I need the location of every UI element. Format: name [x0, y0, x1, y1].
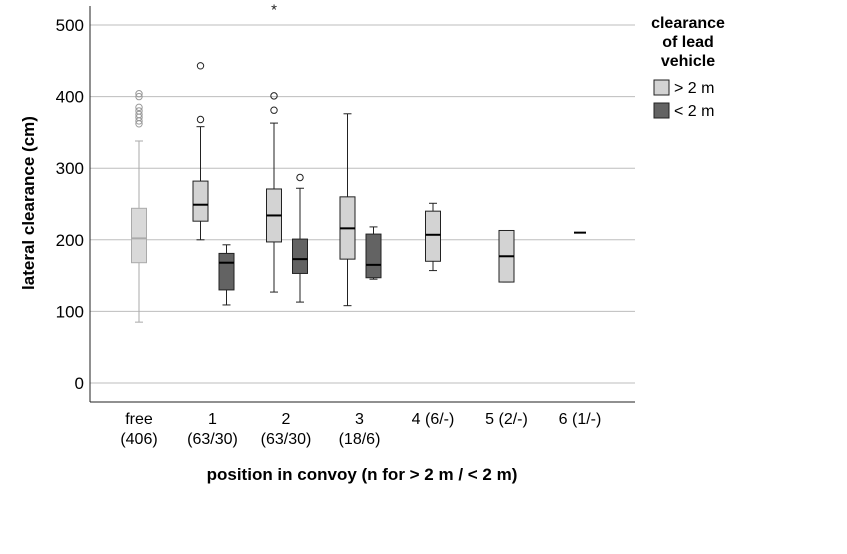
x-tick-label: 1 [208, 411, 217, 428]
extreme-point: * [271, 1, 277, 18]
x-tick-label: (63/30) [261, 431, 312, 448]
outlier-point [135, 90, 143, 98]
box-plot-2m-cat2 [292, 173, 308, 303]
box-plot-2m-cat3 [365, 226, 382, 280]
box-plot-2m-cat0 [131, 90, 147, 323]
box-iqr [365, 233, 382, 279]
legend-title: clearance [651, 15, 725, 32]
y-tick-label: 400 [56, 88, 84, 107]
legend-label: > 2 m [674, 80, 714, 97]
box-plot-2m-cat3 [339, 113, 356, 307]
box-plot-2m-cat4 [425, 202, 441, 272]
x-tick-label: 4 (6/-) [412, 411, 455, 428]
y-tick-label: 0 [75, 374, 84, 393]
outlier-point [196, 62, 205, 70]
legend: clearance of lead vehicle > 2 m < 2 m [651, 15, 725, 120]
x-tick-label: free [125, 411, 153, 428]
x-tick-label: 5 (2/-) [485, 411, 528, 428]
box-iqr [192, 180, 209, 222]
box-iqr [131, 207, 147, 264]
x-tick-labels: free (406) 1 (63/30) 2 (63/30) 3 (18/6) 4 (6/-) 5… [120, 411, 601, 448]
y-tick-label: 300 [56, 159, 84, 178]
x-tick-label: (18/6) [339, 431, 381, 448]
x-tick-label: 6 (1/-) [559, 411, 602, 428]
outlier-point [270, 92, 278, 100]
y-tick-label: 100 [56, 302, 84, 321]
box-plot-2m-cat5 [498, 229, 515, 283]
outlier-point [296, 173, 304, 182]
y-axis-title: lateral clearance (cm) [19, 116, 38, 290]
x-tick-label: 3 [355, 411, 364, 428]
outlier-point [135, 92, 143, 101]
legend-title: vehicle [661, 53, 715, 70]
box-plot-2m-cat2: * [266, 1, 282, 293]
legend-title: of lead [662, 34, 714, 51]
box-iqr [218, 252, 235, 291]
outlier-point [135, 103, 143, 112]
outlier-point [135, 107, 143, 115]
y-tick-label: 500 [56, 16, 84, 35]
y-tick-labels: 0 100 200 300 400 500 [56, 16, 84, 393]
legend-label: < 2 m [674, 103, 714, 120]
x-tick-label: (406) [120, 431, 157, 448]
legend-swatch [653, 79, 670, 96]
outlier-point [135, 110, 143, 119]
box-iqr [292, 238, 308, 274]
x-axis-title: position in convoy (n for > 2 m / < 2 m) [207, 465, 518, 484]
outlier-point [196, 115, 205, 124]
box-plots: * [131, 1, 586, 323]
y-tick-label: 200 [56, 231, 84, 250]
box-plot-2m-cat1 [192, 62, 209, 241]
axes [89, 6, 635, 403]
outlier-point [270, 106, 278, 114]
legend-swatch [653, 102, 670, 119]
gridlines [90, 24, 635, 384]
x-tick-label: (63/30) [187, 431, 238, 448]
x-tick-label: 2 [282, 411, 291, 428]
box-plot-2m-cat1 [218, 244, 235, 306]
box-iqr [425, 210, 441, 262]
